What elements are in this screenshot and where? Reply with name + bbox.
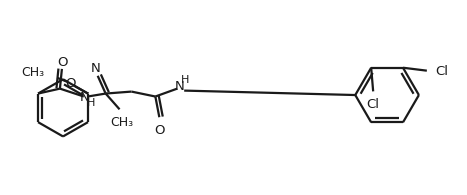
Text: N: N	[91, 62, 100, 75]
Text: H: H	[86, 98, 95, 108]
Text: O: O	[57, 56, 68, 68]
Text: N: N	[174, 80, 184, 93]
Text: N: N	[80, 91, 90, 104]
Text: H: H	[181, 75, 189, 85]
Text: Cl: Cl	[435, 65, 448, 78]
Text: O: O	[154, 124, 164, 137]
Text: CH₃: CH₃	[21, 66, 44, 79]
Text: O: O	[65, 77, 75, 90]
Text: Cl: Cl	[367, 98, 380, 111]
Text: CH₃: CH₃	[110, 116, 133, 129]
